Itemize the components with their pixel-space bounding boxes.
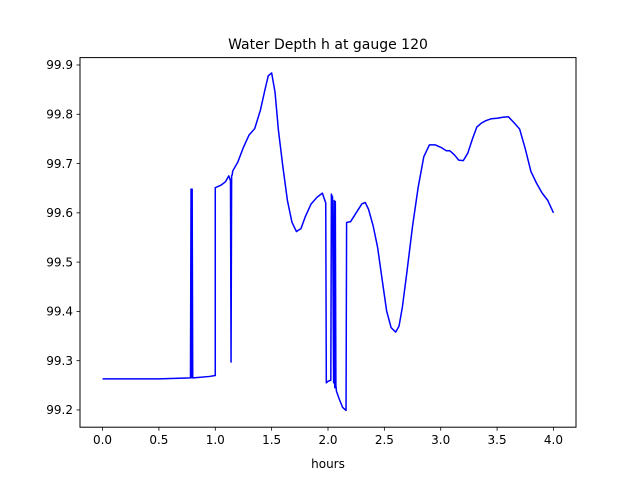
y-tick-label: 99.7 xyxy=(46,157,73,171)
x-tick-label: 1.0 xyxy=(206,433,225,447)
plot-area xyxy=(102,72,555,412)
y-tick-label: 99.5 xyxy=(46,255,73,269)
y-tick-label: 99.9 xyxy=(46,58,73,72)
y-tick-label: 99.3 xyxy=(46,354,73,368)
x-tick-label: 1.5 xyxy=(262,433,281,447)
x-tick-label: 0.0 xyxy=(93,433,112,447)
x-axis-title: hours xyxy=(311,457,345,471)
x-tick-label: 2.5 xyxy=(375,433,394,447)
y-axis-ticks: 99.2 99.3 99.4 99.5 99.6 99.7 99.8 99.9 xyxy=(46,58,80,417)
y-tick-label: 99.4 xyxy=(46,305,73,319)
x-tick-label: 4.0 xyxy=(544,433,563,447)
x-tick-label: 0.5 xyxy=(149,433,168,447)
x-tick-label: 3.5 xyxy=(488,433,507,447)
chart-title: Water Depth h at gauge 120 xyxy=(228,37,428,53)
axes-frame xyxy=(79,57,577,428)
y-tick-label: 99.8 xyxy=(46,107,73,121)
y-tick-label: 99.2 xyxy=(46,403,73,417)
y-tick-label: 99.6 xyxy=(46,206,73,220)
series-line-0 xyxy=(102,72,555,412)
x-axis-ticks: 0.0 0.5 1.0 1.5 2.0 2.5 3.0 3.5 4.0 xyxy=(93,427,563,447)
x-tick-label: 3.0 xyxy=(431,433,450,447)
x-tick-label: 2.0 xyxy=(318,433,337,447)
